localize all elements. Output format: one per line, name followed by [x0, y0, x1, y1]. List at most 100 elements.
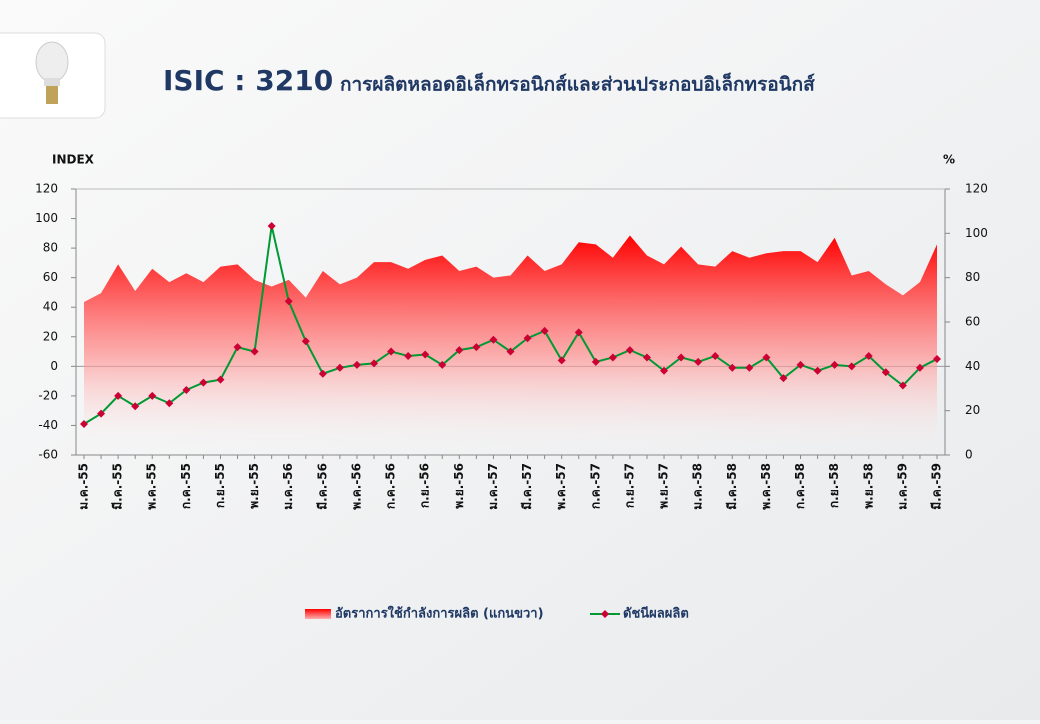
x-tick-label: ก.ย.-55	[213, 463, 227, 508]
index-marker	[574, 328, 583, 337]
index-marker	[813, 366, 822, 375]
index-marker	[796, 360, 805, 369]
x-tick-label: พ.ย.-55	[247, 463, 261, 509]
x-tick-label: ก.ย.-58	[827, 463, 841, 508]
y2-tick-label: 60	[965, 315, 980, 329]
x-tick-label: ก.ค.-55	[179, 463, 193, 509]
index-marker	[830, 360, 839, 369]
x-tick-label: ม.ค.-55	[77, 463, 91, 510]
index-marker	[933, 354, 941, 363]
y-tick-label: -20	[38, 388, 58, 402]
x-tick-label: พ.ย.-57	[657, 463, 671, 509]
y-tick-label: -60	[38, 448, 58, 462]
x-tick-label: พ.ค.-55	[145, 463, 159, 510]
x-tick-label: ม.ค.-57	[486, 463, 500, 510]
x-tick-label: พ.ย.-56	[452, 463, 466, 509]
y2-axis-label: %	[943, 153, 955, 167]
index-marker	[301, 337, 310, 346]
y2-tick-label: 40	[965, 359, 980, 373]
index-marker	[284, 297, 293, 306]
y2-tick-label: 120	[965, 182, 988, 196]
legend-swatch	[305, 609, 331, 619]
x-tick-label: ก.ค.-58	[793, 463, 807, 509]
y-tick-label: 20	[43, 329, 58, 343]
index-marker	[335, 363, 344, 372]
y-tick-label: 80	[43, 241, 58, 255]
capacity-area	[84, 235, 937, 455]
index-marker	[97, 409, 106, 418]
index-marker	[387, 347, 396, 356]
index-marker	[233, 343, 242, 352]
x-tick-label: มี.ค.-58	[725, 463, 739, 510]
x-tick-label: ก.ค.-56	[384, 463, 398, 509]
index-marker	[711, 351, 720, 360]
index-marker	[472, 343, 481, 352]
index-marker	[642, 353, 651, 362]
y-tick-label: 60	[43, 270, 58, 284]
index-marker	[318, 369, 327, 378]
y2-tick-label: 0	[965, 448, 973, 462]
y-tick-label: 120	[35, 182, 58, 196]
bulb-icon	[35, 41, 69, 104]
index-marker	[199, 378, 208, 387]
index-marker	[762, 353, 771, 362]
index-marker	[881, 368, 890, 377]
index-marker	[540, 326, 549, 335]
index-marker	[80, 419, 88, 428]
index-marker	[779, 374, 788, 383]
index-marker	[267, 221, 276, 230]
x-tick-label: ก.ย.-57	[622, 463, 636, 508]
x-tick-label: ก.ย.-56	[418, 463, 432, 508]
index-marker	[489, 335, 498, 344]
index-marker	[660, 366, 669, 375]
x-tick-label: ม.ค.-59	[895, 463, 909, 510]
index-marker	[677, 353, 686, 362]
x-tick-label: พ.ค.-58	[759, 463, 773, 510]
legend-marker	[601, 610, 609, 618]
x-tick-label: พ.ย.-58	[861, 463, 875, 509]
y2-tick-label: 100	[965, 226, 988, 240]
index-marker	[438, 360, 447, 369]
chart-title: ISIC : 3210	[163, 64, 333, 97]
y2-tick-label: 80	[965, 270, 980, 284]
index-marker	[182, 385, 191, 394]
x-tick-label: ก.ค.-57	[588, 463, 602, 509]
x-tick-label: มี.ค.-59	[930, 463, 944, 510]
index-marker	[728, 363, 737, 372]
y-tick-label: -40	[38, 418, 58, 432]
index-marker	[165, 399, 174, 408]
index-marker	[421, 350, 430, 359]
index-marker	[404, 351, 413, 360]
index-marker	[898, 381, 907, 390]
index-marker	[250, 347, 259, 356]
index-marker	[847, 362, 856, 371]
index-marker	[557, 356, 566, 365]
index-marker	[148, 391, 157, 400]
index-marker	[131, 402, 140, 411]
index-marker	[694, 357, 703, 366]
index-marker	[114, 391, 123, 400]
index-marker	[608, 353, 617, 362]
x-tick-label: ม.ค.-58	[691, 463, 705, 510]
x-tick-label: ม.ค.-56	[281, 463, 295, 510]
index-marker	[455, 346, 464, 355]
index-marker	[591, 357, 600, 366]
y-tick-label: 100	[35, 211, 58, 225]
x-tick-label: พ.ค.-56	[349, 463, 363, 510]
x-tick-label: พ.ค.-57	[554, 463, 568, 510]
index-marker	[352, 360, 361, 369]
index-marker	[745, 363, 754, 372]
y2-tick-label: 20	[965, 403, 980, 417]
index-marker	[523, 334, 532, 343]
index-marker	[216, 375, 225, 384]
x-tick-label: มี.ค.-57	[520, 463, 534, 510]
y-tick-label: 40	[43, 300, 58, 314]
legend-label: ดัชนีผลผลิต	[623, 606, 689, 622]
index-marker	[625, 346, 634, 355]
y-tick-label: 0	[50, 359, 58, 373]
x-tick-label: มี.ค.-56	[315, 463, 329, 510]
chart-subtitle: การผลิตหลอดอิเล็กทรอนิกส์และส่วนประกอบอิ…	[340, 72, 815, 96]
index-marker	[864, 351, 873, 360]
legend-label: อัตราการใช้กำลังการผลิต (แกนขวา)	[335, 605, 544, 622]
